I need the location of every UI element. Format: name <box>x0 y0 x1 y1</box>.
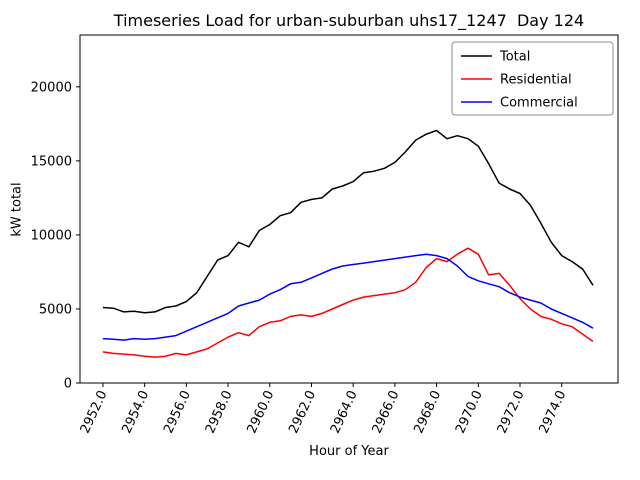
x-tick-label: 2968.0 <box>411 388 444 436</box>
x-axis-label: Hour of Year <box>309 444 389 459</box>
series-line-residential <box>102 247 594 358</box>
x-tick-label: 2964.0 <box>328 388 361 436</box>
y-axis-label: kW total <box>9 182 25 237</box>
x-tick-label: 2966.0 <box>370 388 403 436</box>
y-tick-label: 10000 <box>31 228 72 243</box>
x-tick-label: 2974.0 <box>536 388 569 436</box>
series-line-commercial <box>102 253 594 341</box>
x-tick-label: 2962.0 <box>286 388 319 436</box>
legend-box <box>451 41 614 116</box>
chart-title: Timeseries Load for urban-suburban uhs17… <box>113 11 585 30</box>
x-tick-label: 2956.0 <box>161 388 194 436</box>
x-tick-label: 2952.0 <box>78 388 111 436</box>
y-tick-label: 0 <box>64 377 72 392</box>
y-tick-label: 15000 <box>31 154 72 169</box>
x-tick-label: 2954.0 <box>119 388 152 436</box>
x-tick-label: 2958.0 <box>203 388 236 436</box>
legend-label-total: Total <box>499 50 530 65</box>
series-line-total <box>102 129 594 314</box>
y-tick-label: 5000 <box>39 302 72 317</box>
x-tick-label: 2960.0 <box>245 388 278 436</box>
x-tick-label: 2972.0 <box>495 388 528 436</box>
x-tick-label: 2970.0 <box>453 388 486 436</box>
y-tick-label: 20000 <box>31 80 72 95</box>
legend-label-residential: Residential <box>500 73 572 88</box>
legend-label-commercial: Commercial <box>500 96 578 111</box>
axes-frame <box>79 34 619 384</box>
